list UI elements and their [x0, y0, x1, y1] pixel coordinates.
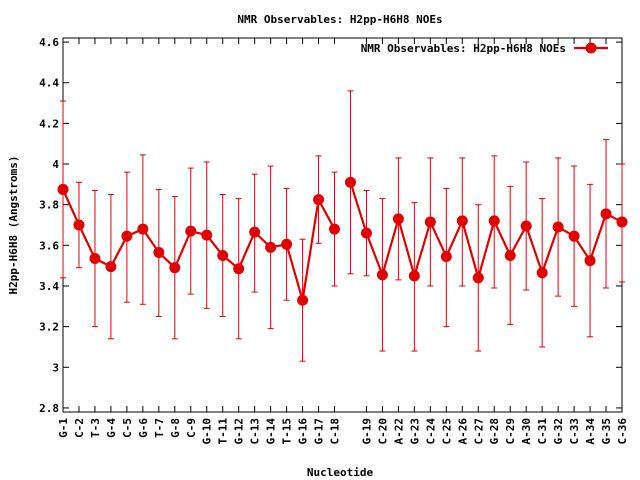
x-tick-label: T-15 — [281, 418, 294, 445]
y-axis-ticks: 2.8 3 3.2 3.4 3.6 3.8 4 4.2 4.4 4.6 — [39, 36, 622, 415]
data-point — [504, 249, 516, 261]
data-point — [616, 216, 628, 228]
data-point — [360, 227, 372, 239]
data-point — [73, 219, 85, 231]
legend-label: NMR Observables: H2pp-H6H8 NOEs — [361, 42, 566, 55]
x-tick-label: G-12 — [233, 418, 246, 445]
plot-frame — [62, 37, 623, 413]
data-point — [376, 269, 388, 281]
series-line — [349, 181, 623, 282]
series-lines — [61, 181, 623, 301]
x-tick-label: C-31 — [536, 418, 549, 445]
data-point — [329, 223, 341, 235]
x-tick-label: T-3 — [89, 418, 102, 438]
x-tick-label: G-16 — [297, 418, 310, 445]
y-tick-label: 4.2 — [39, 117, 59, 130]
x-tick-label: C-27 — [472, 418, 485, 445]
plot-border — [62, 37, 623, 413]
series-line — [61, 188, 336, 301]
x-tick-label: G-8 — [169, 418, 182, 438]
data-point — [344, 176, 356, 188]
data-point — [105, 261, 117, 273]
data-point — [313, 194, 325, 206]
data-point — [568, 230, 580, 242]
data-point — [201, 229, 213, 241]
x-tick-label: G-19 — [360, 418, 373, 445]
data-point — [472, 272, 484, 284]
x-axis-ticks: G-1 C-2 T-3 G-4 C-5 G-6 T-7 G-8 C-9 G-10 T-11 G-12 C… — [57, 38, 629, 445]
y-tick-label: 3.2 — [39, 321, 59, 334]
y-tick-label: 4 — [52, 158, 59, 171]
data-point — [600, 208, 612, 220]
data-point — [265, 241, 277, 253]
x-tick-label: C-20 — [376, 418, 389, 445]
x-tick-label: C-5 — [121, 418, 134, 438]
data-point — [408, 270, 420, 282]
x-tick-label: A-34 — [584, 418, 597, 445]
data-point — [520, 220, 532, 232]
x-tick-label: G-35 — [600, 418, 613, 445]
x-tick-label: C-25 — [440, 418, 453, 445]
x-tick-label: G-32 — [552, 418, 565, 445]
data-points — [57, 176, 628, 306]
data-point — [57, 183, 69, 195]
data-point — [536, 267, 548, 279]
data-point — [185, 225, 197, 237]
y-tick-label: 4.6 — [39, 36, 59, 49]
x-tick-label: T-7 — [153, 418, 166, 438]
x-tick-label: G-28 — [488, 418, 501, 445]
chart-title: NMR Observables: H2pp-H6H8 NOEs — [237, 13, 442, 26]
data-point — [121, 230, 133, 242]
data-point — [217, 249, 229, 261]
x-tick-label: C-33 — [568, 418, 581, 445]
x-tick-label: G-10 — [201, 418, 214, 445]
x-tick-label: G-23 — [408, 418, 421, 445]
data-point — [392, 213, 404, 225]
x-tick-label: G-14 — [265, 418, 278, 445]
x-tick-label: C-13 — [249, 418, 262, 445]
y-tick-label: 3.8 — [39, 199, 59, 212]
data-point — [153, 246, 165, 258]
x-tick-label: A-30 — [520, 418, 533, 445]
data-point — [297, 294, 309, 306]
x-tick-label: C-18 — [329, 418, 342, 445]
legend: NMR Observables: H2pp-H6H8 NOEs — [361, 42, 608, 55]
x-tick-label: C-2 — [73, 418, 86, 438]
x-tick-label: T-11 — [217, 418, 230, 445]
legend-marker — [585, 42, 597, 54]
x-tick-label: A-22 — [392, 418, 405, 445]
data-point — [137, 223, 149, 235]
data-point — [424, 216, 436, 228]
x-tick-label: C-9 — [185, 418, 198, 438]
y-tick-label: 3.4 — [39, 280, 59, 293]
data-point — [233, 263, 245, 275]
x-tick-label: C-24 — [424, 418, 437, 445]
data-point — [488, 215, 500, 227]
x-tick-label: A-26 — [456, 418, 469, 445]
data-point — [584, 255, 596, 267]
data-point — [552, 221, 564, 233]
y-axis-label: H2pp-H6H8 (Angstroms) — [7, 155, 20, 294]
data-point — [440, 251, 452, 263]
data-point — [169, 262, 181, 274]
x-tick-label: G-6 — [137, 418, 150, 438]
x-axis-label: Nucleotide — [307, 466, 374, 479]
y-tick-label: 2.8 — [39, 402, 59, 415]
data-point — [281, 238, 293, 250]
y-tick-label: 3 — [52, 361, 59, 374]
x-tick-label: G-1 — [57, 418, 70, 438]
x-tick-label: G-4 — [105, 418, 118, 438]
x-tick-label: G-17 — [313, 418, 326, 445]
y-tick-label: 3.6 — [39, 239, 59, 252]
y-tick-label: 4.4 — [39, 77, 59, 90]
x-tick-label: C-29 — [504, 418, 517, 445]
data-point — [456, 215, 468, 227]
x-tick-label: C-36 — [616, 418, 629, 445]
data-point — [249, 226, 261, 238]
data-point — [89, 253, 101, 265]
